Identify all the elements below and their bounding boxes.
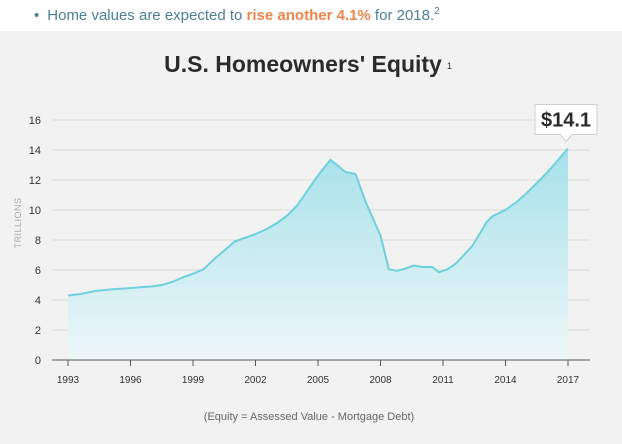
bullet-text-after: for 2018. bbox=[370, 7, 435, 24]
chart-title-footnote: 1 bbox=[447, 61, 452, 71]
value-callout: $14.1 bbox=[534, 104, 598, 143]
y-tick-label: 4 bbox=[35, 295, 41, 307]
y-tick-label: 8 bbox=[35, 235, 41, 247]
x-tick-label: 1993 bbox=[57, 375, 80, 386]
y-tick-label: 14 bbox=[29, 145, 41, 157]
chart-title: U.S. Homeowners' Equity bbox=[164, 51, 442, 77]
x-tick-label: 2011 bbox=[432, 375, 454, 386]
bullet-line: • Home values are expected to rise anothe… bbox=[34, 6, 440, 25]
y-axis-label: TRILLIONS bbox=[13, 197, 23, 248]
y-tick-label: 0 bbox=[35, 355, 41, 367]
bullet-highlight: rise another 4.1% bbox=[246, 7, 371, 24]
x-tick-label: 2014 bbox=[494, 375, 517, 386]
equity-area bbox=[68, 148, 568, 360]
x-tick-label: 2008 bbox=[369, 375, 392, 386]
callout-box bbox=[534, 104, 598, 143]
x-tick-label: 1996 bbox=[119, 375, 142, 386]
bullet-marker: • bbox=[34, 7, 40, 24]
y-tick-label: 2 bbox=[35, 325, 41, 337]
bullet-footnote: 2 bbox=[434, 6, 440, 17]
x-tick-label: 2017 bbox=[557, 375, 580, 386]
equity-note: (Equity = Assessed Value - Mortgage Debt… bbox=[204, 411, 414, 423]
y-tick-label: 12 bbox=[29, 175, 41, 187]
x-tick-label: 2002 bbox=[244, 375, 267, 386]
x-tick-label: 2005 bbox=[307, 375, 330, 386]
y-tick-label: 10 bbox=[29, 205, 41, 217]
equity-line bbox=[67, 147, 569, 297]
y-tick-label: 16 bbox=[29, 115, 41, 127]
y-tick-label: 6 bbox=[35, 265, 41, 277]
x-tick-label: 1999 bbox=[182, 375, 205, 386]
bullet-text-before: Home values are expected to bbox=[47, 7, 247, 24]
callout-label: $14.1 bbox=[541, 110, 591, 132]
